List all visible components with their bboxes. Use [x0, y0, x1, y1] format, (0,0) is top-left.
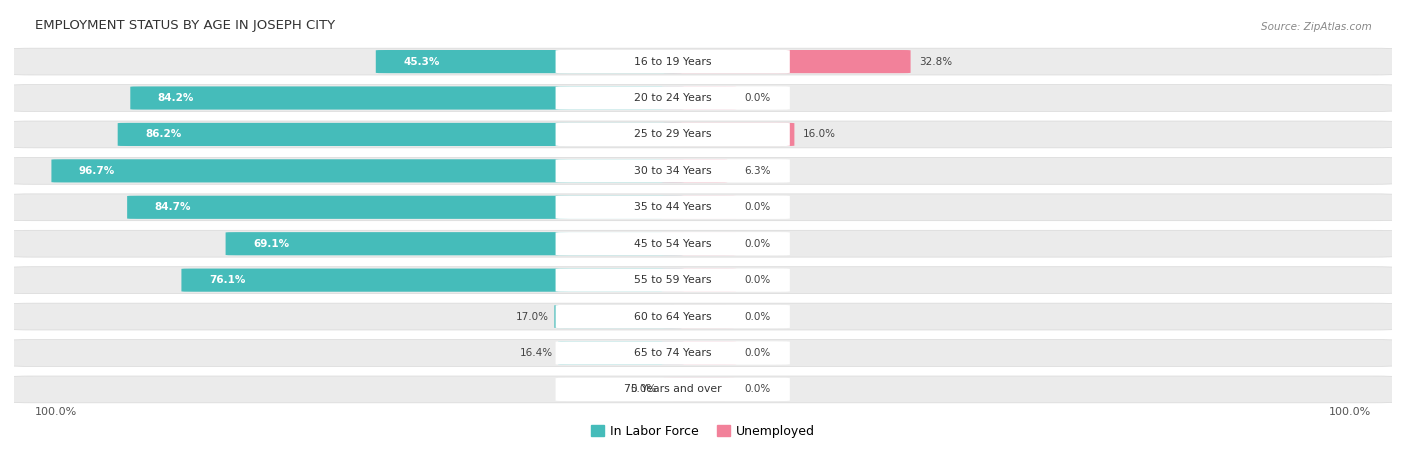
Text: 0.0%: 0.0% — [744, 275, 770, 285]
FancyBboxPatch shape — [10, 267, 1396, 294]
Text: 45.3%: 45.3% — [404, 56, 440, 67]
FancyBboxPatch shape — [662, 123, 794, 146]
Text: 86.2%: 86.2% — [145, 129, 181, 139]
FancyBboxPatch shape — [555, 268, 790, 292]
FancyBboxPatch shape — [662, 305, 737, 328]
Text: 84.7%: 84.7% — [155, 202, 191, 212]
Text: 0.0%: 0.0% — [744, 384, 770, 395]
FancyBboxPatch shape — [554, 305, 683, 328]
FancyBboxPatch shape — [10, 48, 1396, 75]
Text: 100.0%: 100.0% — [35, 407, 77, 417]
FancyBboxPatch shape — [555, 50, 790, 73]
Text: 0.0%: 0.0% — [630, 384, 657, 395]
Text: EMPLOYMENT STATUS BY AGE IN JOSEPH CITY: EMPLOYMENT STATUS BY AGE IN JOSEPH CITY — [35, 18, 335, 32]
Text: 16 to 19 Years: 16 to 19 Years — [634, 56, 711, 67]
FancyBboxPatch shape — [10, 376, 1396, 403]
Legend: In Labor Force, Unemployed: In Labor Force, Unemployed — [586, 420, 820, 443]
FancyBboxPatch shape — [10, 194, 1396, 221]
Text: 20 to 24 Years: 20 to 24 Years — [634, 93, 711, 103]
Text: 0.0%: 0.0% — [744, 348, 770, 358]
FancyBboxPatch shape — [662, 232, 737, 255]
Text: 35 to 44 Years: 35 to 44 Years — [634, 202, 711, 212]
Text: 32.8%: 32.8% — [920, 56, 952, 67]
FancyBboxPatch shape — [555, 196, 790, 219]
FancyBboxPatch shape — [555, 378, 790, 401]
Text: 100.0%: 100.0% — [1329, 407, 1371, 417]
FancyBboxPatch shape — [662, 341, 737, 364]
Text: 0.0%: 0.0% — [744, 202, 770, 212]
Text: 60 to 64 Years: 60 to 64 Years — [634, 312, 711, 322]
Text: 45 to 54 Years: 45 to 54 Years — [634, 239, 711, 249]
FancyBboxPatch shape — [662, 87, 737, 110]
FancyBboxPatch shape — [127, 196, 683, 219]
Text: 6.3%: 6.3% — [744, 166, 770, 176]
Text: 75 Years and over: 75 Years and over — [624, 384, 721, 395]
FancyBboxPatch shape — [555, 86, 790, 110]
FancyBboxPatch shape — [131, 87, 683, 110]
FancyBboxPatch shape — [662, 268, 737, 292]
FancyBboxPatch shape — [118, 123, 683, 146]
Text: 30 to 34 Years: 30 to 34 Years — [634, 166, 711, 176]
FancyBboxPatch shape — [10, 340, 1396, 366]
Text: 76.1%: 76.1% — [209, 275, 246, 285]
Text: 16.4%: 16.4% — [520, 348, 553, 358]
Text: 0.0%: 0.0% — [744, 312, 770, 322]
Text: 16.0%: 16.0% — [803, 129, 835, 139]
Text: 55 to 59 Years: 55 to 59 Years — [634, 275, 711, 285]
FancyBboxPatch shape — [662, 196, 737, 219]
Text: 96.7%: 96.7% — [79, 166, 115, 176]
Text: Source: ZipAtlas.com: Source: ZipAtlas.com — [1261, 22, 1371, 32]
Text: 17.0%: 17.0% — [516, 312, 548, 322]
Text: 25 to 29 Years: 25 to 29 Years — [634, 129, 711, 139]
Text: 69.1%: 69.1% — [253, 239, 290, 249]
Text: 0.0%: 0.0% — [744, 239, 770, 249]
FancyBboxPatch shape — [662, 159, 727, 183]
FancyBboxPatch shape — [555, 341, 790, 365]
FancyBboxPatch shape — [555, 159, 790, 183]
FancyBboxPatch shape — [181, 268, 683, 292]
FancyBboxPatch shape — [225, 232, 683, 255]
FancyBboxPatch shape — [558, 341, 683, 364]
FancyBboxPatch shape — [10, 157, 1396, 184]
FancyBboxPatch shape — [662, 50, 911, 73]
Text: 0.0%: 0.0% — [744, 93, 770, 103]
FancyBboxPatch shape — [10, 85, 1396, 111]
FancyBboxPatch shape — [662, 378, 737, 401]
FancyBboxPatch shape — [52, 159, 683, 183]
FancyBboxPatch shape — [555, 123, 790, 146]
FancyBboxPatch shape — [10, 121, 1396, 148]
FancyBboxPatch shape — [10, 230, 1396, 257]
FancyBboxPatch shape — [555, 232, 790, 255]
FancyBboxPatch shape — [375, 50, 683, 73]
Text: 65 to 74 Years: 65 to 74 Years — [634, 348, 711, 358]
FancyBboxPatch shape — [10, 303, 1396, 330]
FancyBboxPatch shape — [555, 305, 790, 328]
Text: 84.2%: 84.2% — [157, 93, 194, 103]
